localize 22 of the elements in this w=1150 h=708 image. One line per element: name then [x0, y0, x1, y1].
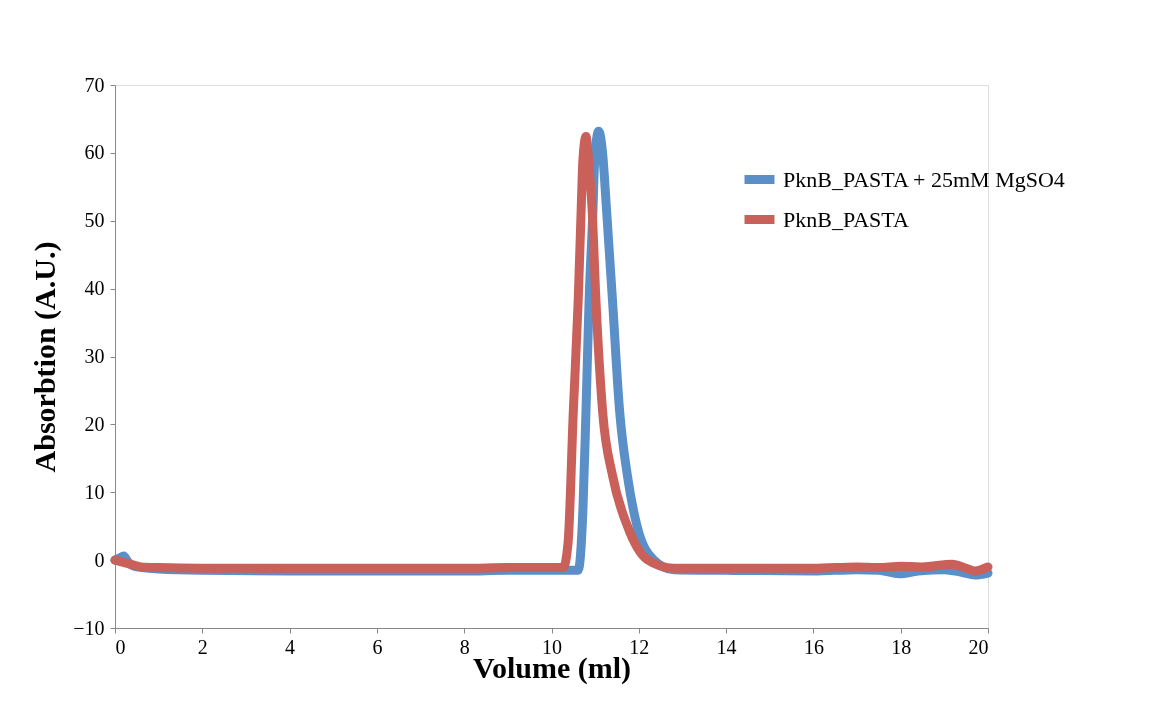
y-tick-label: 10	[84, 480, 105, 503]
x-tick-label: 16	[803, 635, 824, 658]
y-tick-label: −10	[73, 616, 105, 639]
x-tick-label: 8	[459, 635, 470, 658]
x-tick-label: 18	[891, 635, 912, 658]
x-tick-label: 14	[716, 635, 737, 658]
x-tick-label: 0	[115, 635, 126, 658]
legend-label: PknB_PASTA + 25mM MgSO4	[783, 166, 1065, 192]
x-tick-label: 12	[629, 635, 650, 658]
x-tick-label: 4	[285, 635, 296, 658]
y-tick-label: 40	[84, 277, 105, 300]
y-tick-label: 70	[84, 73, 105, 96]
y-tick-label: 50	[84, 209, 105, 232]
x-tick-label: 20	[968, 635, 989, 658]
y-tick-label: 60	[84, 141, 105, 164]
legend-label: PknB_PASTA	[783, 206, 909, 232]
y-tick-label: 30	[84, 345, 105, 367]
y-tick-label: 0	[94, 548, 105, 571]
y-tick-label: 20	[84, 412, 105, 435]
x-tick-label: 6	[372, 635, 383, 658]
y-axis-title: Absorbtion (A.U.)	[28, 241, 63, 473]
x-tick-label: 2	[197, 635, 208, 658]
